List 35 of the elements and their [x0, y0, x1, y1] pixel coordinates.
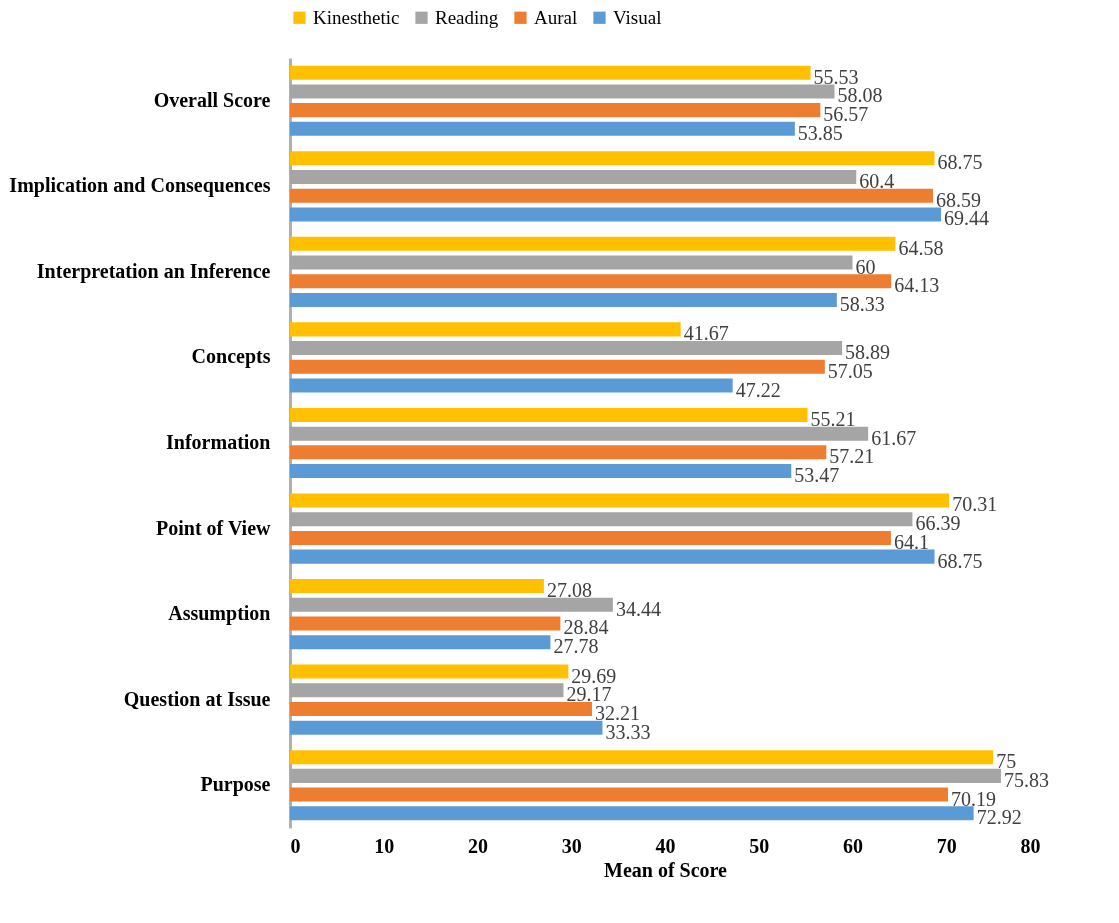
y-tick-label: Information: [166, 431, 271, 453]
x-tick-label: 40: [655, 834, 676, 857]
y-tick-label: Concepts: [191, 345, 271, 369]
x-tick-label: 50: [749, 834, 770, 857]
data-label: 58.33: [839, 292, 885, 315]
x-tick-label: 80: [1020, 834, 1041, 857]
legend-label: Aural: [534, 6, 578, 28]
data-label: 68.75: [937, 151, 983, 174]
x-tick-label: 10: [374, 834, 395, 857]
data-label: 60: [855, 255, 876, 278]
x-axis-title: Mean of Score: [604, 858, 728, 881]
legend-label: Reading: [435, 6, 499, 28]
data-label: 60.4: [859, 169, 895, 192]
y-tick-label: Overall Score: [153, 88, 271, 111]
x-tick-label: 0: [290, 834, 301, 857]
data-label: 41.67: [683, 322, 729, 345]
data-label: 27.08: [546, 579, 592, 602]
data-label: 64.13: [894, 274, 940, 297]
y-tick-label: Question at Issue: [123, 687, 271, 710]
y-tick-label: Implication and Consequences: [9, 174, 271, 198]
data-label: 55.21: [810, 407, 856, 430]
data-label: 64.58: [898, 236, 944, 259]
y-tick-label: Point of View: [156, 516, 272, 539]
x-tick-label: 60: [843, 834, 863, 857]
data-label: 47.22: [735, 378, 781, 401]
x-tick-label: 30: [561, 834, 582, 857]
data-label: 68.75: [937, 549, 983, 572]
y-tick-label: Interpretation an Inference: [36, 259, 271, 283]
y-tick-label: Assumption: [168, 602, 271, 626]
x-tick-label: 70: [936, 834, 957, 857]
y-tick-label: Purpose: [200, 773, 271, 797]
legend-label: Kinesthetic: [313, 6, 400, 28]
legend-label: Visual: [613, 6, 662, 28]
data-label: 34.44: [615, 597, 661, 620]
x-tick-label: 20: [468, 834, 488, 857]
